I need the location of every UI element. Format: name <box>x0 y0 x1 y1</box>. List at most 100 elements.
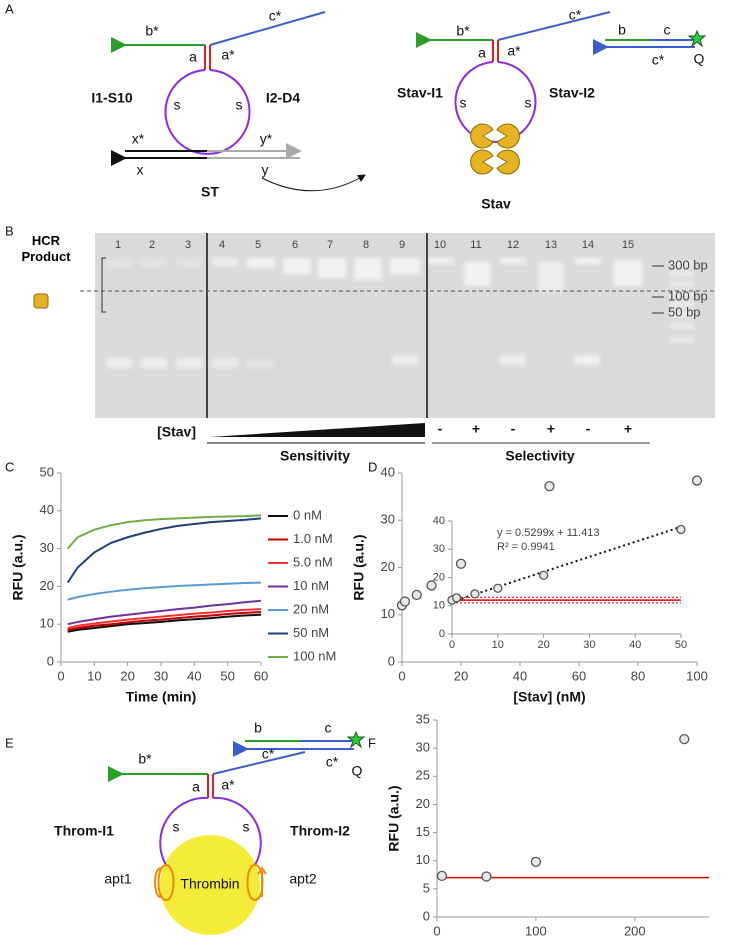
data-point <box>538 570 549 580</box>
label: a <box>189 49 197 65</box>
label: y* <box>260 131 273 147</box>
strand-c-star <box>497 11 611 41</box>
label: b <box>618 22 626 38</box>
lane-number: 2 <box>149 239 155 251</box>
y-tick-label: 40 <box>381 464 395 479</box>
label: x <box>137 162 144 178</box>
legend-label: 1.0 nM <box>293 531 333 546</box>
lane-number: 8 <box>363 239 369 251</box>
x-tick-label: 0 <box>449 639 455 651</box>
label: a* <box>221 47 235 63</box>
label: Stav-I2 <box>549 85 595 101</box>
y-axis-label: RFU (a.u.) <box>10 534 26 600</box>
x-tick-label: 50 <box>675 639 687 651</box>
label: a <box>478 45 486 61</box>
gel-bands <box>106 258 694 368</box>
y-tick-label: 10 <box>381 606 395 621</box>
data-point <box>411 589 422 601</box>
data-line <box>67 613 262 633</box>
hairpin-stav <box>416 11 707 175</box>
label: I1-S10 <box>91 90 132 106</box>
stav-icon <box>33 293 49 309</box>
data-point <box>436 870 448 882</box>
subunit <box>470 123 494 149</box>
trendline <box>451 525 682 603</box>
data-point <box>455 558 467 569</box>
loop <box>454 61 537 143</box>
data-point <box>481 871 492 882</box>
hairpin-thrombin <box>108 730 366 935</box>
thrombin <box>160 835 260 935</box>
label: s <box>460 95 467 111</box>
ladder-label: 300 bp <box>668 257 708 272</box>
label: b* <box>456 23 470 39</box>
trendline-r2: R² = 0.9941 <box>497 541 555 553</box>
lane-number: 9 <box>399 239 405 251</box>
y-tick-label: 30 <box>381 512 395 527</box>
y-tick-label: 5 <box>423 880 430 895</box>
legend-label: 5.0 nM <box>293 554 333 569</box>
aptamer-arrow <box>257 866 267 875</box>
subunit <box>470 149 494 175</box>
y-tick-label: 0 <box>47 653 54 668</box>
label: Selectivity <box>505 448 574 464</box>
reaction-arrow <box>261 174 366 192</box>
ladder-label: 100 bp <box>668 288 708 303</box>
panel-label: A <box>5 1 14 16</box>
label: ST <box>201 184 219 200</box>
data-line <box>67 611 262 631</box>
label: apt1 <box>104 871 131 887</box>
label: Thrombin <box>180 876 239 892</box>
strand-c-star <box>212 751 306 775</box>
x-tick-label: 60 <box>572 668 586 683</box>
y-tick-label: 30 <box>416 740 430 755</box>
x-tick-label: 20 <box>454 668 468 683</box>
loop <box>159 796 209 866</box>
x-tick-label: 60 <box>254 668 268 683</box>
data-line <box>66 517 262 584</box>
hairpin-st <box>111 11 366 192</box>
x-tick-label: 30 <box>583 639 595 651</box>
fluorophore <box>687 29 707 48</box>
y-axis-label: RFU (a.u.) <box>386 785 402 851</box>
panel-label: D <box>368 459 377 474</box>
data-point <box>679 733 690 745</box>
data-line <box>66 514 262 550</box>
sign: - <box>438 421 443 437</box>
panel-label: F <box>368 735 376 750</box>
x-axis-label: Time (min) <box>126 689 197 705</box>
label: c* <box>652 52 665 68</box>
label: Q <box>352 763 363 779</box>
lane-number: 1 <box>115 239 121 251</box>
y-tick-label: 0 <box>388 653 395 668</box>
legend-label: 10 nM <box>293 578 329 593</box>
label: b* <box>138 751 152 767</box>
label: b* <box>145 23 159 39</box>
lane-number: 4 <box>219 239 225 251</box>
aptamer-1 <box>154 864 175 902</box>
label: Throm-I1 <box>54 823 114 839</box>
label: c <box>325 720 332 736</box>
data-line <box>67 608 262 629</box>
legend-label: 20 nM <box>293 601 329 616</box>
x-tick-label: 40 <box>187 668 201 683</box>
x-tick-label: 80 <box>631 668 645 683</box>
x-tick-label: 40 <box>629 639 641 651</box>
label: Stav-I1 <box>397 85 443 101</box>
label: a* <box>221 777 235 793</box>
fluorophore <box>346 730 366 749</box>
data-point <box>470 589 480 599</box>
x-tick-label: 0 <box>433 923 440 938</box>
x-tick-label: 30 <box>154 668 168 683</box>
y-tick-label: 10 <box>416 852 430 867</box>
y-tick-label: 40 <box>433 515 445 527</box>
lane-number: 13 <box>545 239 557 251</box>
lane-number: 12 <box>507 239 519 251</box>
data-point <box>493 583 503 593</box>
y-axis-label: RFU (a.u.) <box>351 534 367 600</box>
label: Q <box>694 51 705 67</box>
strand-c-star <box>209 11 326 46</box>
lane-number: 5 <box>255 239 261 251</box>
y-tick-label: 20 <box>416 796 430 811</box>
